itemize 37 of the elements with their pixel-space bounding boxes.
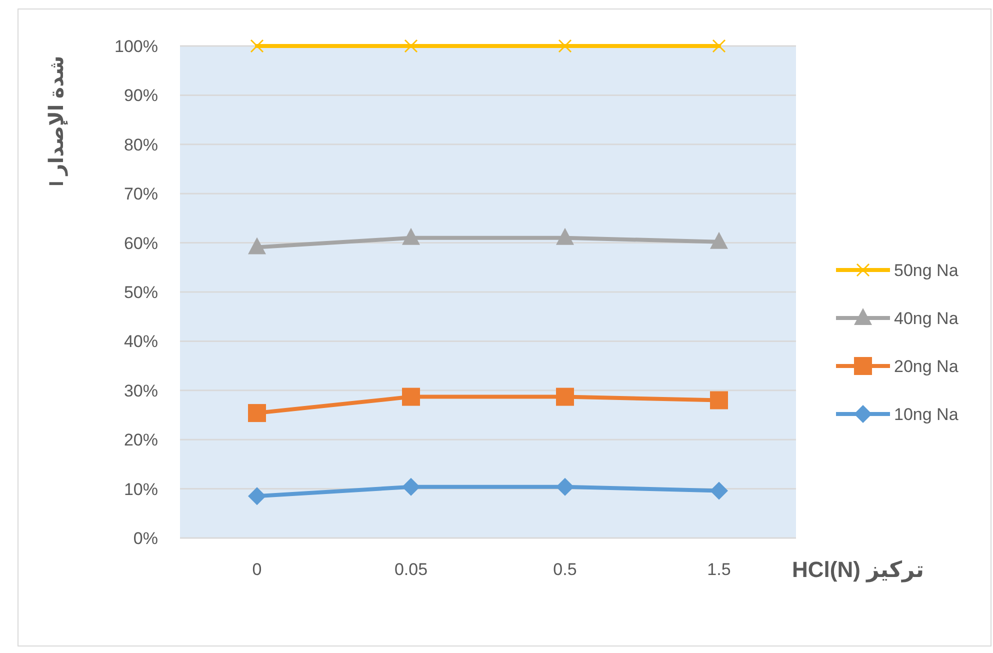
y-axis-title: شدة الإصدار I — [46, 56, 68, 186]
point — [402, 228, 420, 245]
x-tick-label: 0 — [252, 560, 262, 579]
point — [250, 39, 264, 53]
legend-label: 40ng Na — [894, 308, 959, 328]
y-tick-label: 100% — [114, 36, 158, 56]
point — [712, 39, 726, 53]
legend-label: 20ng Na — [894, 356, 959, 376]
point — [556, 388, 574, 406]
point — [556, 228, 574, 245]
point — [558, 39, 572, 53]
y-tick-label: 30% — [124, 381, 158, 400]
y-tick-label: 90% — [124, 86, 158, 106]
point — [248, 237, 266, 254]
point — [402, 478, 420, 496]
y-tick-label: 60% — [124, 234, 158, 253]
y-tick-label: 80% — [124, 135, 158, 154]
point — [710, 482, 728, 500]
y-tick-label: 40% — [124, 332, 158, 352]
legend-label: 10ng Na — [894, 404, 959, 424]
x-tick-label: 1.5 — [707, 560, 731, 579]
y-tick-label: 70% — [124, 184, 158, 204]
point — [404, 39, 418, 53]
point — [402, 388, 420, 406]
y-tick-label: 20% — [124, 430, 158, 450]
x-tick-label: 0.05 — [394, 560, 428, 579]
legend-label: 50ng Na — [894, 260, 959, 280]
x-tick-label: 0.5 — [553, 560, 577, 579]
y-tick-label: 10% — [124, 480, 158, 499]
point — [710, 391, 728, 410]
point — [556, 478, 574, 496]
point — [248, 487, 266, 506]
point — [248, 404, 266, 422]
y-tick-label: 0% — [133, 528, 158, 548]
y-tick-label: 50% — [124, 282, 158, 302]
x-axis-title: تركيز HCl(N) — [792, 557, 924, 583]
point — [710, 232, 728, 249]
